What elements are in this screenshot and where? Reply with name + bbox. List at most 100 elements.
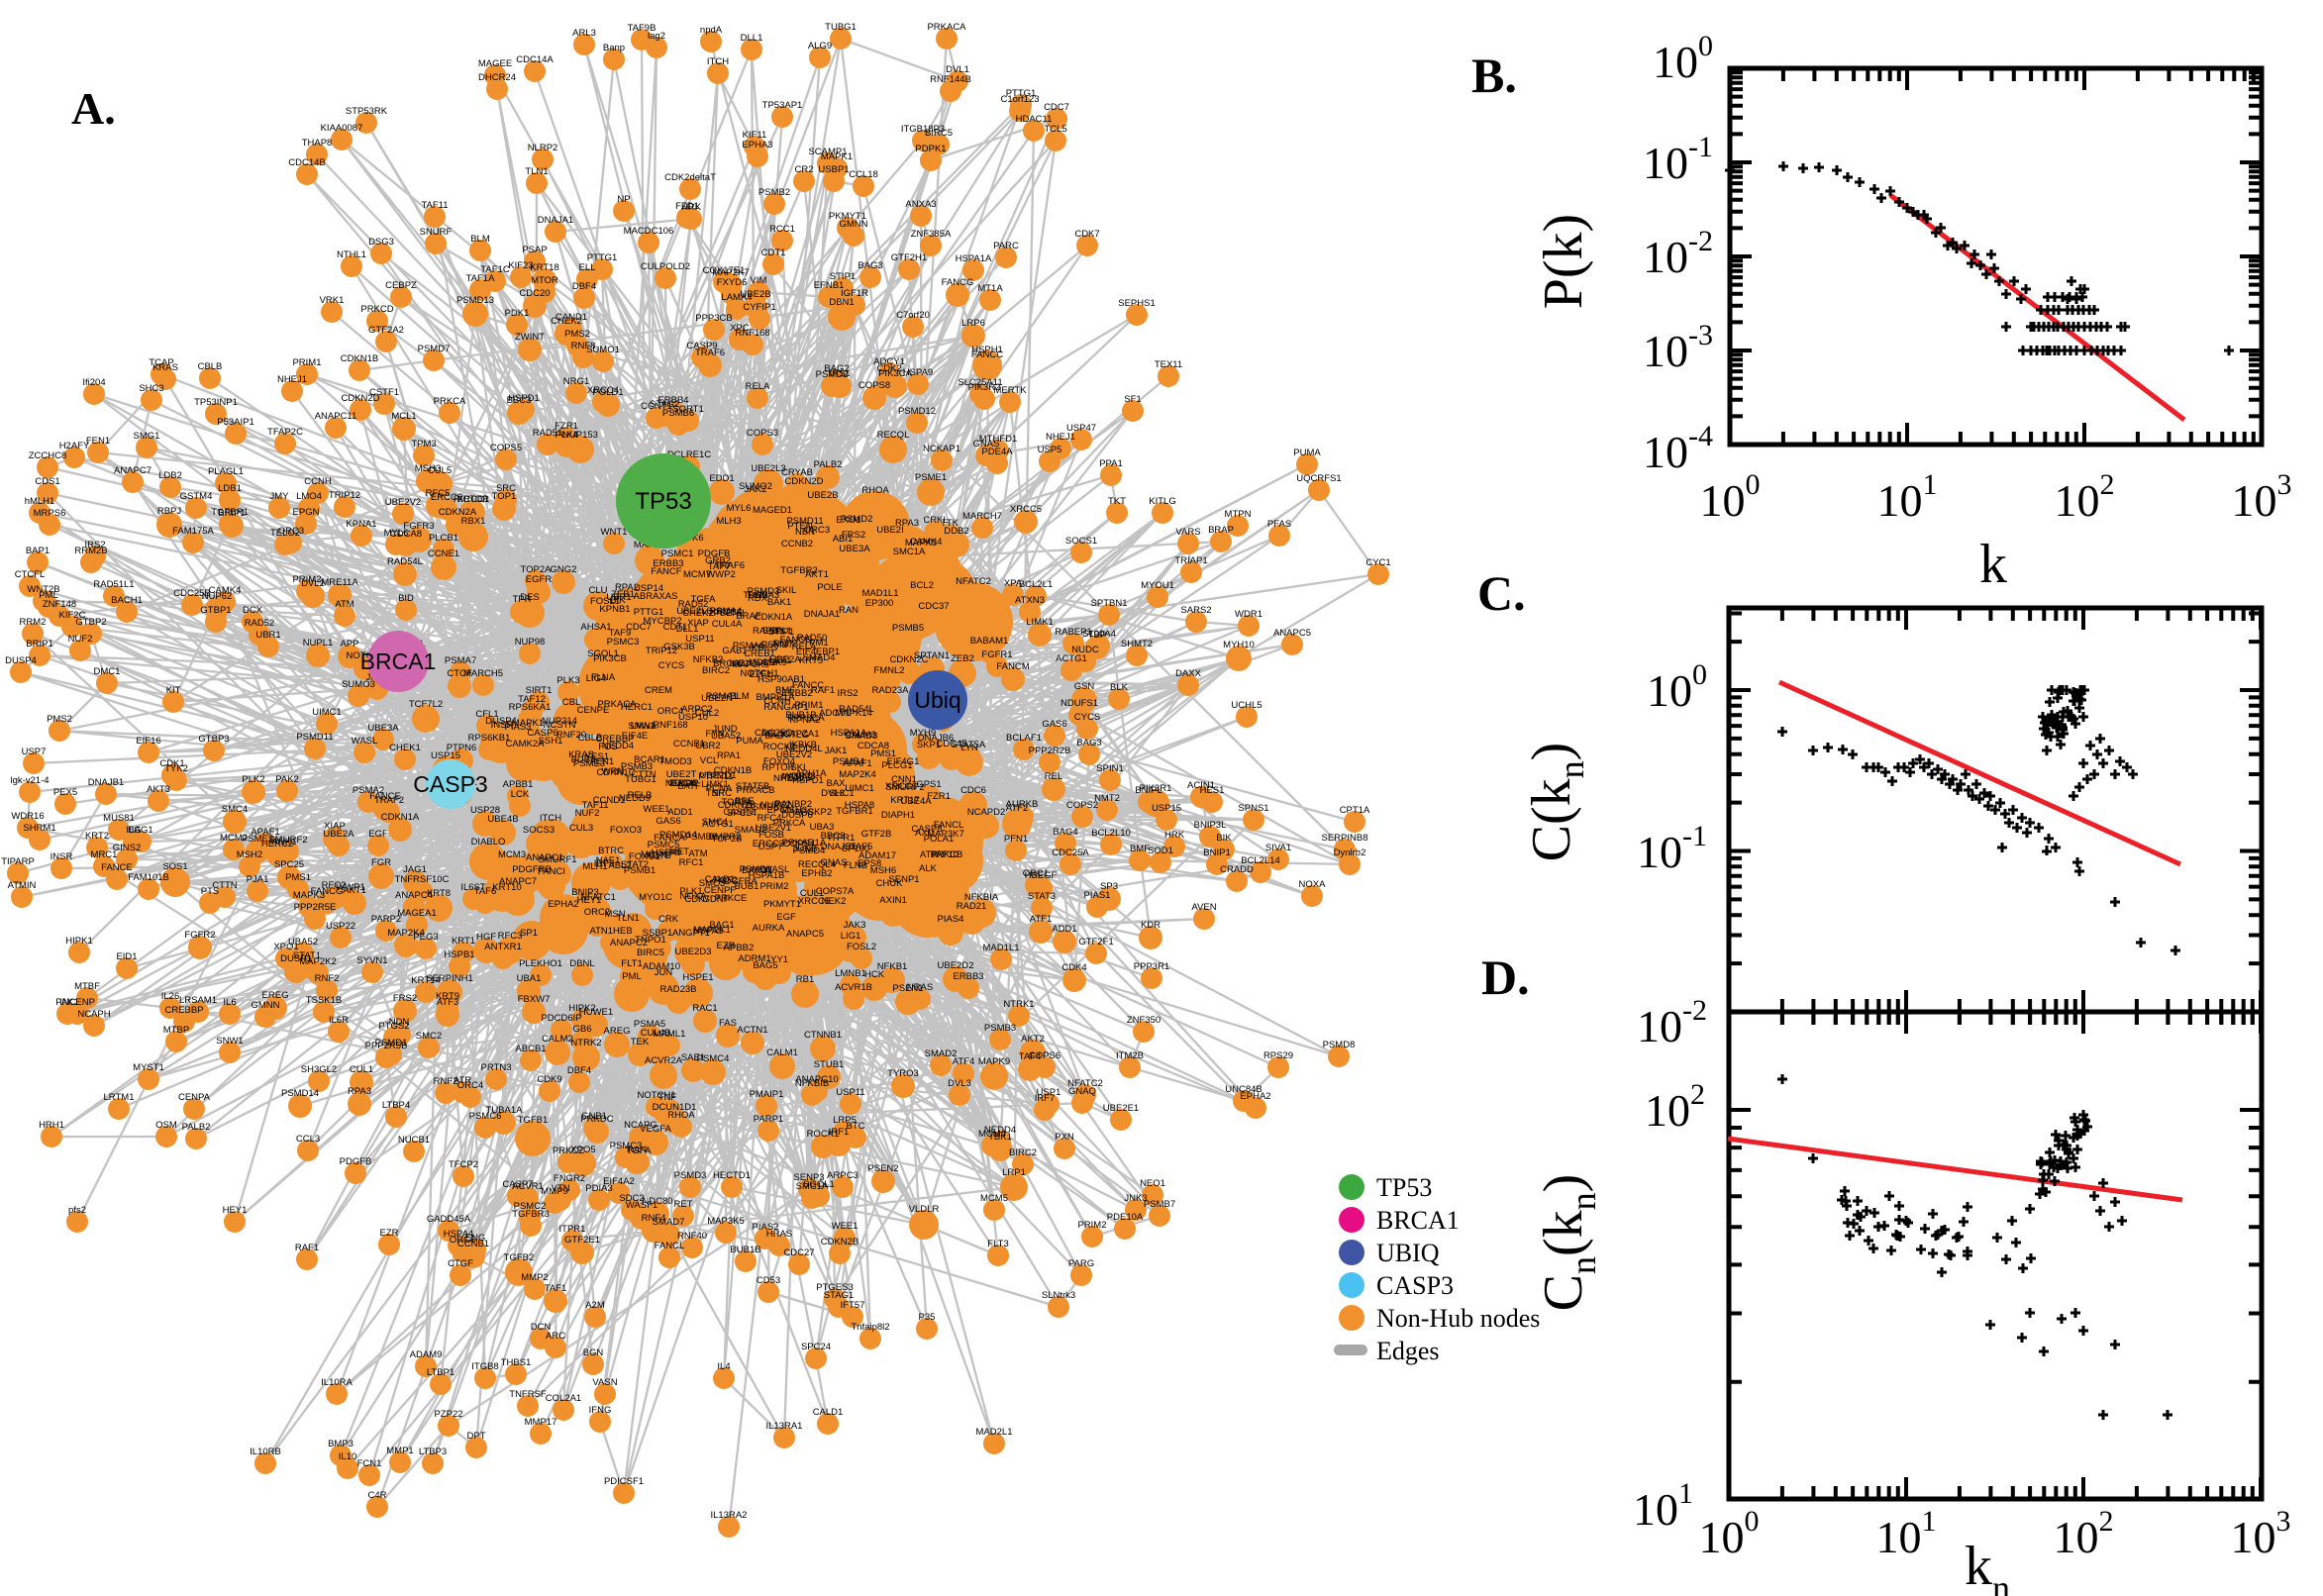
svg-text:MRPS6: MRPS6 (34, 508, 66, 519)
svg-text:APC: APC (794, 807, 814, 818)
svg-text:PPP2R2B: PPP2R2B (1029, 746, 1071, 756)
svg-text:UBE2B: UBE2B (807, 490, 838, 501)
svg-text:TGFB2: TGFB2 (504, 1252, 535, 1263)
svg-text:BRE: BRE (735, 796, 755, 807)
svg-text:MAD1L1: MAD1L1 (862, 588, 899, 599)
svg-text:WASF1: WASF1 (626, 1200, 657, 1211)
svg-text:MAPK1: MAPK1 (512, 718, 544, 729)
svg-text:IL6R: IL6R (329, 1015, 349, 1026)
svg-text:SUMO3: SUMO3 (342, 679, 375, 690)
svg-text:LYN: LYN (960, 743, 978, 753)
svg-text:PDICSF1: PDICSF1 (604, 1476, 644, 1487)
svg-text:CRKL: CRKL (923, 515, 948, 526)
svg-text:UBE4A: UBE4A (900, 796, 932, 807)
svg-text:TFCP2: TFCP2 (449, 1159, 478, 1170)
svg-text:A.: A. (71, 83, 116, 134)
svg-text:HRAS: HRAS (766, 1229, 792, 1240)
svg-text:AREG: AREG (604, 1026, 631, 1037)
svg-text:ZEB2: ZEB2 (951, 653, 974, 664)
svg-text:USP28: USP28 (470, 805, 500, 816)
svg-text:SMURF1: SMURF1 (538, 854, 576, 865)
svg-text:BAG2: BAG2 (824, 363, 849, 374)
svg-text:KRT5: KRT5 (799, 655, 823, 666)
svg-text:SPNS1: SPNS1 (1238, 803, 1268, 814)
svg-text:ATN1HEB: ATN1HEB (589, 926, 632, 937)
svg-text:PDGFB: PDGFB (698, 549, 731, 559)
svg-text:KPNB1: KPNB1 (599, 604, 630, 615)
svg-text:CCL3: CCL3 (296, 1134, 320, 1145)
svg-text:TP53: TP53 (635, 488, 691, 515)
svg-text:CAND1: CAND1 (556, 312, 587, 323)
svg-text:INSR: INSR (491, 720, 514, 731)
svg-text:RICTOR: RICTOR (454, 494, 489, 505)
svg-text:UBA52: UBA52 (288, 937, 318, 948)
svg-text:PSMD12: PSMD12 (898, 406, 936, 417)
svg-text:BUB3: BUB3 (571, 754, 596, 765)
svg-text:WWP1: WWP1 (336, 882, 365, 893)
svg-text:CDS1: CDS1 (35, 476, 59, 487)
svg-text:TAF1A: TAF1A (466, 273, 496, 284)
svg-text:SF1: SF1 (1124, 394, 1141, 405)
svg-text:A2M: A2M (585, 1300, 605, 1311)
svg-text:JNK3: JNK3 (1124, 1193, 1147, 1204)
svg-text:NDC80: NDC80 (642, 1196, 672, 1207)
svg-text:TSSK1B: TSSK1B (306, 995, 342, 1006)
svg-text:DES: DES (520, 592, 540, 603)
svg-text:THAP8: THAP8 (302, 138, 333, 149)
svg-text:CENPE: CENPE (577, 705, 610, 716)
svg-text:FANCM: FANCM (996, 661, 1029, 672)
svg-text:AKT1: AKT1 (805, 569, 829, 580)
svg-text:SMURF2: SMURF2 (885, 782, 924, 793)
svg-text:FOS: FOS (598, 742, 618, 752)
svg-text:WDR16: WDR16 (11, 811, 44, 822)
svg-text:PMS1: PMS1 (870, 748, 896, 759)
svg-text:PSMC2: PSMC2 (514, 1201, 547, 1212)
svg-text:IRF1: IRF1 (829, 1127, 850, 1138)
svg-text:PRKDC: PRKDC (580, 1114, 613, 1125)
svg-text:UBE3A: UBE3A (839, 544, 870, 554)
svg-text:PPP2R5E: PPP2R5E (294, 902, 337, 913)
svg-text:XRCC5: XRCC5 (798, 896, 830, 907)
svg-text:CASP7: CASP7 (723, 807, 754, 818)
svg-text:NCAPH: NCAPH (77, 1009, 110, 1020)
svg-text:BMPR1A: BMPR1A (756, 692, 795, 703)
svg-text:ERBB3: ERBB3 (653, 558, 683, 569)
svg-text:SORT1: SORT1 (672, 404, 704, 415)
svg-text:ACVR2A: ACVR2A (645, 1055, 683, 1066)
svg-text:BCL2L1: BCL2L1 (1019, 579, 1053, 590)
svg-text:MAGED1: MAGED1 (753, 505, 792, 516)
svg-text:RAF1: RAF1 (811, 685, 835, 696)
svg-text:UBA1: UBA1 (517, 973, 542, 984)
svg-text:WNT1: WNT1 (601, 527, 628, 538)
svg-text:CTCFL: CTCFL (15, 569, 46, 580)
svg-text:HRK: HRK (1164, 830, 1185, 841)
svg-text:FANCI: FANCI (538, 866, 565, 877)
svg-text:DLL1: DLL1 (676, 624, 699, 635)
svg-text:UBE2L3: UBE2L3 (751, 463, 785, 474)
svg-text:STAG1: STAG1 (824, 1290, 854, 1301)
svg-text:CDKN1B: CDKN1B (714, 765, 753, 776)
svg-text:CDK4: CDK4 (1061, 962, 1086, 973)
svg-text:UCHL5: UCHL5 (1231, 700, 1262, 711)
svg-text:EPS8: EPS8 (858, 858, 881, 869)
svg-text:RNF2: RNF2 (434, 1076, 458, 1087)
svg-text:ZEB1: ZEB1 (611, 589, 635, 600)
svg-text:KIT: KIT (166, 685, 181, 696)
svg-text:NOXA: NOXA (1299, 879, 1327, 890)
svg-text:HSPH1: HSPH1 (971, 345, 1003, 355)
svg-text:COPS3: COPS3 (747, 428, 778, 439)
svg-text:FZR1: FZR1 (555, 421, 578, 432)
svg-text:RFC1: RFC1 (679, 857, 704, 868)
svg-text:BID: BID (398, 593, 414, 604)
svg-text:USP5: USP5 (1038, 445, 1062, 455)
svg-text:TAF10: TAF10 (931, 849, 959, 860)
svg-text:ATF4: ATF4 (953, 1056, 975, 1067)
svg-text:FYN: FYN (706, 729, 725, 740)
svg-text:CDKN2A: CDKN2A (439, 507, 477, 518)
svg-text:EPGN: EPGN (767, 805, 794, 816)
svg-text:CDKN1A: CDKN1A (381, 812, 420, 823)
svg-text:IKBKB: IKBKB (789, 740, 817, 750)
svg-text:MAPK14: MAPK14 (835, 708, 872, 719)
svg-text:CSTF1: CSTF1 (369, 387, 399, 398)
svg-text:RNF168: RNF168 (735, 328, 769, 339)
